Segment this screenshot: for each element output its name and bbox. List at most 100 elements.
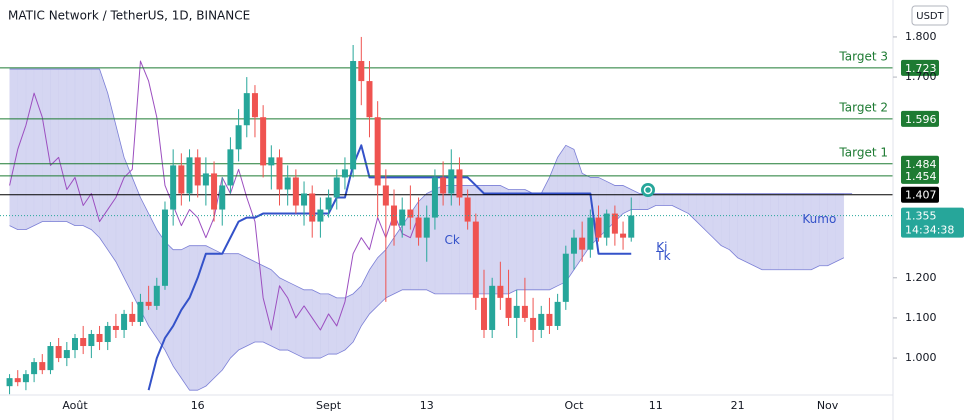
kumo-fill [344, 293, 354, 351]
candle-body [415, 217, 422, 238]
candle-body [513, 305, 520, 318]
candle-body [22, 374, 29, 383]
candle-body [382, 185, 389, 206]
candle-body [587, 217, 594, 250]
candle-body [579, 237, 586, 250]
x-tick-label: Oct [564, 399, 584, 412]
candle-body [538, 313, 545, 330]
y-tick-label: 1.000 [905, 351, 937, 364]
candle-body [521, 305, 528, 318]
kumo-fill [819, 193, 828, 266]
candle-body [341, 169, 348, 178]
price-box-label: 1.723 [905, 62, 937, 75]
kumo-fill [148, 213, 158, 339]
kumo-fill [712, 193, 722, 247]
kumo-fill [205, 245, 215, 387]
candle-body [219, 185, 226, 210]
kumo-top-edge [9, 68, 853, 299]
last-price-box [901, 207, 964, 238]
kumo-fill [91, 68, 100, 239]
kumo-fill [230, 253, 239, 359]
kumo-fill [50, 68, 59, 222]
kumo-fill [753, 193, 763, 271]
candle-body [55, 346, 62, 359]
candle-body [170, 165, 177, 210]
candle-body [472, 221, 479, 298]
kumo-fill [655, 193, 665, 206]
chart-title: MATIC Network / TetherUS, 1D, BINANCE [8, 9, 250, 23]
alert-circle [641, 183, 655, 197]
candle-body [325, 197, 332, 210]
candle-body [104, 325, 111, 343]
x-tick-label: 16 [191, 399, 205, 412]
candle-body [309, 193, 316, 222]
candle-body [268, 157, 275, 166]
kumo-fill [508, 189, 517, 295]
kumo-fill [9, 68, 18, 230]
price-box [901, 167, 939, 184]
candle-body [161, 209, 168, 286]
x-tick-label: 13 [420, 399, 434, 412]
kumo-fill [25, 68, 35, 230]
candle-body [235, 125, 242, 150]
candle-body [276, 157, 283, 190]
candle-body [211, 173, 218, 210]
x-tick-label: Sept [316, 399, 342, 412]
kumo-fill [745, 193, 755, 267]
kumo-fill [524, 189, 534, 291]
kumo-fill [729, 193, 738, 259]
candle-body [63, 350, 70, 359]
kumo-fill [132, 177, 141, 310]
candle-body [570, 237, 577, 254]
kumo-fill [295, 285, 305, 359]
kumo-fill [418, 193, 427, 291]
price-box-label: 1.484 [905, 158, 937, 171]
kumo-fill [320, 293, 329, 359]
kumo-fill [778, 193, 787, 270]
candle-body [489, 285, 496, 330]
candle-body [88, 333, 95, 347]
price-box [901, 155, 939, 172]
kumo-fill [181, 245, 190, 391]
kumo-fill [786, 193, 796, 270]
candle-body [399, 209, 406, 226]
candle-body [47, 346, 54, 371]
kumo-fill [721, 193, 730, 251]
candle-body [350, 61, 357, 170]
candle-body [611, 213, 618, 234]
price-box-label: 1.407 [905, 189, 937, 202]
level-name: Target 1 [838, 145, 888, 159]
candle-body [178, 165, 185, 194]
kumo-fill [33, 68, 43, 226]
candle-body [31, 362, 38, 375]
kumo-fill [238, 253, 247, 351]
candle-body [407, 209, 414, 218]
candle-body [431, 177, 438, 218]
kumo-fill [835, 193, 845, 263]
kumo-fill [303, 289, 313, 359]
candle-body [121, 313, 128, 330]
kumo-fill [622, 185, 632, 214]
kumo-fill [66, 68, 76, 226]
kumo-fill [549, 157, 558, 291]
kumo-fill [254, 261, 264, 343]
kumo-fill [246, 257, 256, 347]
candle-body [333, 177, 340, 198]
kumo-fill [377, 249, 387, 307]
kumo-fill [287, 281, 297, 355]
candle-body [620, 233, 627, 238]
x-tick-label: Août [62, 399, 88, 412]
candle-body [260, 117, 267, 166]
candle-body [137, 301, 144, 322]
candle-body [153, 285, 160, 306]
candle-body [391, 205, 398, 226]
x-tick-label: Nov [817, 399, 839, 412]
candle-body [554, 301, 561, 326]
candle-body [194, 157, 201, 186]
candle-body [251, 93, 258, 118]
candle-body [448, 169, 455, 194]
candle-body [546, 313, 553, 326]
candle-body [358, 61, 365, 82]
kumo-fill [794, 193, 804, 270]
candle-body [628, 215, 635, 238]
